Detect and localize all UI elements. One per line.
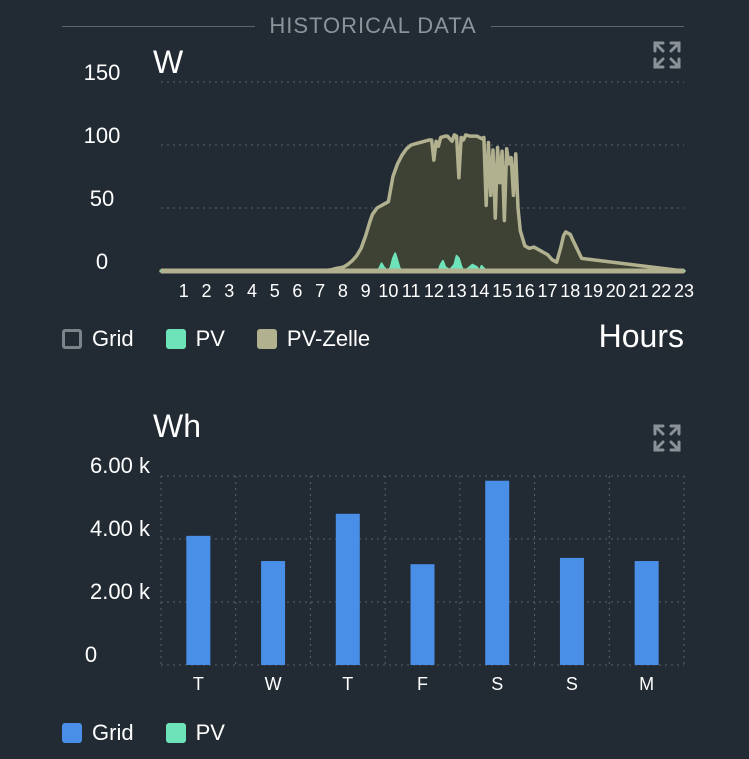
power-legend: Grid PV PV-Zelle: [62, 326, 402, 352]
legend-label-grid: Grid: [92, 720, 134, 745]
legend-label-pv: PV: [195, 326, 225, 351]
legend-swatch-grid: [62, 329, 82, 349]
x-tick-label: 22: [651, 281, 671, 301]
bar-grid: [634, 561, 659, 665]
x-tick-label: T: [193, 674, 204, 694]
x-tick-label: 19: [583, 281, 603, 301]
legend-label-grid: Grid: [92, 326, 134, 351]
x-tick-label: 9: [361, 281, 371, 301]
bar-grid: [335, 513, 360, 665]
x-tick-label: T: [342, 674, 353, 694]
header-rule-right: [490, 25, 685, 27]
series-pv-zelle-area: [159, 133, 686, 273]
x-tick-label: 16: [515, 281, 535, 301]
x-tick-label: M: [639, 674, 654, 694]
legend-item-grid[interactable]: Grid: [62, 326, 134, 352]
x-tick-label: 5: [270, 281, 280, 301]
x-tick-label: 18: [560, 281, 580, 301]
legend-swatch-pv-zelle: [256, 329, 277, 349]
legend-label-pv: PV: [195, 720, 225, 745]
x-tick-label: 1: [179, 281, 189, 301]
x-tick-label: 10: [378, 281, 398, 301]
x-tick-label: F: [417, 674, 428, 694]
bar-grid: [485, 480, 510, 665]
x-tick-label: W: [265, 674, 282, 694]
y-tick-label: 100: [84, 123, 121, 148]
x-tick-label: 3: [224, 281, 234, 301]
legend-item-grid[interactable]: Grid: [62, 720, 134, 746]
y-tick-label: 4.00 k: [90, 516, 151, 541]
x-tick-label: 2: [201, 281, 211, 301]
energy-legend: Grid PV: [62, 720, 257, 746]
x-tick-label: 17: [538, 281, 558, 301]
y-tick-label: 150: [84, 60, 121, 85]
x-tick-label: 15: [492, 281, 512, 301]
section-header: HISTORICAL DATA: [62, 12, 685, 40]
x-tick-label: 13: [447, 281, 467, 301]
bar-grid: [559, 557, 584, 665]
expand-arrows-icon[interactable]: [652, 423, 682, 453]
x-axis-label-hours: Hours: [598, 318, 684, 354]
x-tick-label: 20: [606, 281, 626, 301]
x-tick-label: 4: [247, 281, 257, 301]
x-tick-label: 14: [469, 281, 489, 301]
x-tick-label: 12: [424, 281, 444, 301]
bar-grid: [261, 561, 286, 665]
section-title: HISTORICAL DATA: [269, 13, 477, 38]
y-tick-label: 0: [85, 642, 97, 667]
legend-swatch-grid: [62, 723, 82, 743]
bar-grid: [410, 564, 435, 665]
power-unit-label: W: [153, 44, 184, 80]
x-tick-label: S: [491, 674, 503, 694]
y-tick-label: 50: [90, 186, 114, 211]
legend-item-pv[interactable]: PV: [165, 326, 225, 352]
x-tick-label: 6: [292, 281, 302, 301]
x-tick-label: 23: [674, 281, 694, 301]
y-tick-label: 0: [96, 249, 108, 274]
bar-grid: [186, 535, 211, 665]
legend-swatch-pv: [165, 329, 186, 349]
x-tick-label: 11: [402, 281, 421, 301]
expand-arrows-icon[interactable]: [652, 40, 682, 70]
x-tick-label: 8: [338, 281, 348, 301]
header-rule-left: [62, 25, 256, 27]
energy-unit-label: Wh: [153, 408, 201, 444]
legend-swatch-pv: [165, 723, 186, 743]
y-tick-label: 6.00 k: [90, 453, 151, 478]
x-tick-label: S: [566, 674, 578, 694]
x-tick-label: 7: [315, 281, 325, 301]
y-tick-label: 2.00 k: [90, 579, 151, 604]
legend-item-pv[interactable]: PV: [165, 720, 225, 746]
x-tick-label: 21: [629, 281, 649, 301]
legend-label-pv-zelle: PV-Zelle: [286, 326, 371, 351]
legend-item-pv-zelle[interactable]: PV-Zelle: [256, 326, 371, 352]
